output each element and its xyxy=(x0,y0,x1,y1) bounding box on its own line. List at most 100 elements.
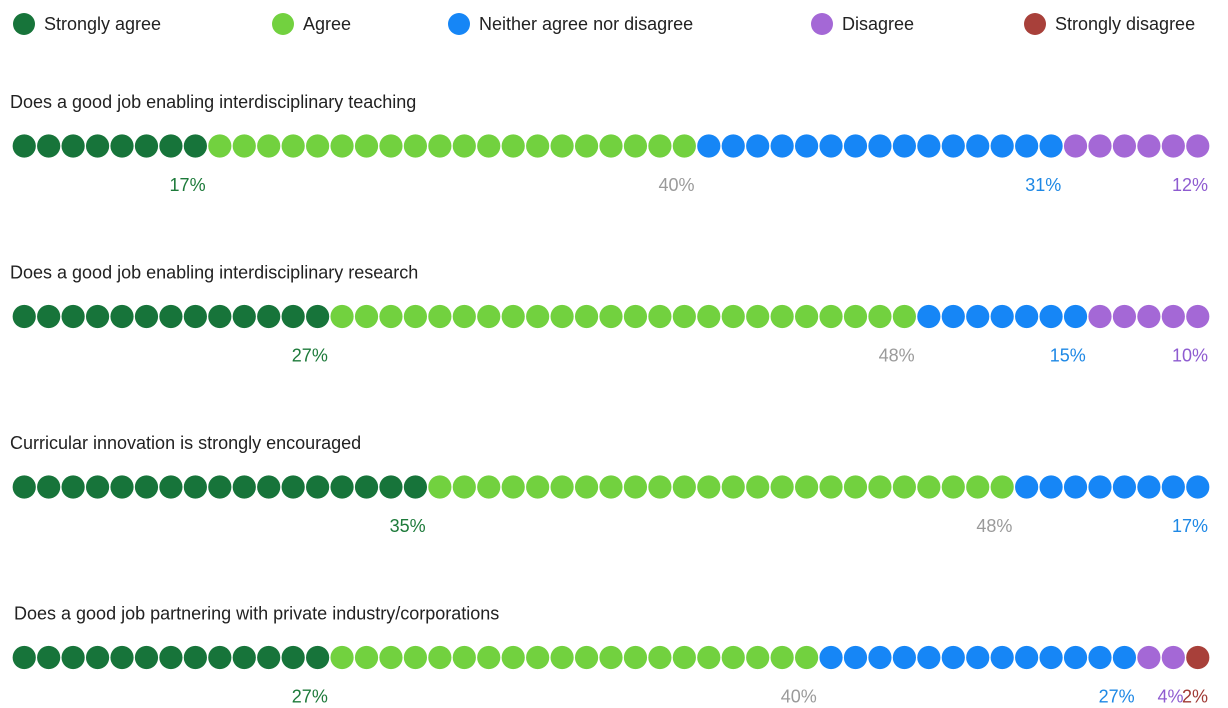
dot xyxy=(379,645,403,670)
dot xyxy=(1088,304,1112,329)
legend-swatch xyxy=(13,13,35,35)
dot xyxy=(452,304,476,329)
dot xyxy=(306,645,330,670)
dot xyxy=(257,475,281,499)
dot xyxy=(403,475,428,499)
dot xyxy=(134,645,159,670)
dot xyxy=(354,645,379,670)
dot xyxy=(1112,475,1137,499)
dot xyxy=(37,475,61,499)
dot xyxy=(843,475,868,499)
dot xyxy=(1015,304,1039,329)
value-label: 48% xyxy=(976,516,1012,536)
dot xyxy=(159,304,183,329)
dot xyxy=(85,475,110,499)
dot xyxy=(428,134,452,158)
dot xyxy=(1112,645,1137,670)
dot xyxy=(1112,134,1137,158)
dot xyxy=(403,645,428,670)
legend-swatch xyxy=(272,13,294,35)
dot xyxy=(37,304,61,329)
dot xyxy=(892,304,916,329)
dot xyxy=(1039,304,1063,329)
dot xyxy=(403,134,428,158)
value-label: 27% xyxy=(292,345,328,365)
dot xyxy=(1137,304,1161,329)
legend-swatch xyxy=(811,13,833,35)
dot xyxy=(306,134,330,158)
dot xyxy=(330,645,354,670)
dot xyxy=(672,475,696,499)
dot xyxy=(183,304,207,329)
dot xyxy=(379,475,403,499)
dot xyxy=(61,645,85,670)
dot xyxy=(306,475,330,499)
dot xyxy=(843,304,868,329)
dot xyxy=(794,475,819,499)
dot xyxy=(917,134,941,158)
dot xyxy=(623,134,648,158)
dot xyxy=(941,304,965,329)
dot xyxy=(1161,475,1185,499)
legend-label: Neither agree nor disagree xyxy=(479,14,693,34)
dot xyxy=(917,304,941,329)
dot xyxy=(159,645,183,670)
legend-swatch xyxy=(1024,13,1046,35)
dot xyxy=(183,645,207,670)
dot xyxy=(1039,475,1063,499)
dot xyxy=(134,475,159,499)
value-label: 35% xyxy=(390,516,426,536)
legend-label: Strongly disagree xyxy=(1055,14,1195,34)
dot xyxy=(281,645,305,670)
dot xyxy=(794,645,819,670)
dot xyxy=(354,475,379,499)
dot xyxy=(379,304,403,329)
dot xyxy=(574,475,599,499)
value-label: 31% xyxy=(1025,175,1061,195)
dot xyxy=(794,304,819,329)
dot xyxy=(85,304,110,329)
dot xyxy=(1088,475,1112,499)
dot xyxy=(354,304,379,329)
dot xyxy=(452,475,476,499)
dot xyxy=(892,134,916,158)
dot xyxy=(990,645,1014,670)
dot xyxy=(550,304,574,329)
dot xyxy=(697,134,721,158)
dot xyxy=(1088,134,1112,158)
dot xyxy=(1015,475,1039,499)
dot xyxy=(648,134,672,158)
dot xyxy=(12,134,36,158)
dot xyxy=(990,134,1014,158)
dot xyxy=(428,304,452,329)
dot xyxy=(232,475,256,499)
dot xyxy=(183,475,207,499)
dot xyxy=(1112,304,1137,329)
dot xyxy=(110,645,134,670)
row-title: Does a good job enabling interdisciplina… xyxy=(10,262,418,282)
dot xyxy=(1161,134,1185,158)
dot xyxy=(843,645,868,670)
dot xyxy=(648,304,672,329)
dot xyxy=(966,134,990,158)
dot xyxy=(892,645,916,670)
dot xyxy=(770,645,794,670)
dot xyxy=(208,645,232,670)
dot xyxy=(574,645,599,670)
dot xyxy=(966,645,990,670)
dot xyxy=(599,134,623,158)
dot xyxy=(232,134,256,158)
dot xyxy=(623,645,648,670)
dot xyxy=(1063,645,1088,670)
dot xyxy=(183,134,207,158)
dot xyxy=(721,304,745,329)
dot xyxy=(1039,134,1063,158)
dot xyxy=(134,134,159,158)
dot xyxy=(794,134,819,158)
dot xyxy=(37,645,61,670)
dot xyxy=(1161,304,1185,329)
dot xyxy=(697,304,721,329)
dot xyxy=(257,304,281,329)
dot xyxy=(697,645,721,670)
value-label: 48% xyxy=(879,345,915,365)
